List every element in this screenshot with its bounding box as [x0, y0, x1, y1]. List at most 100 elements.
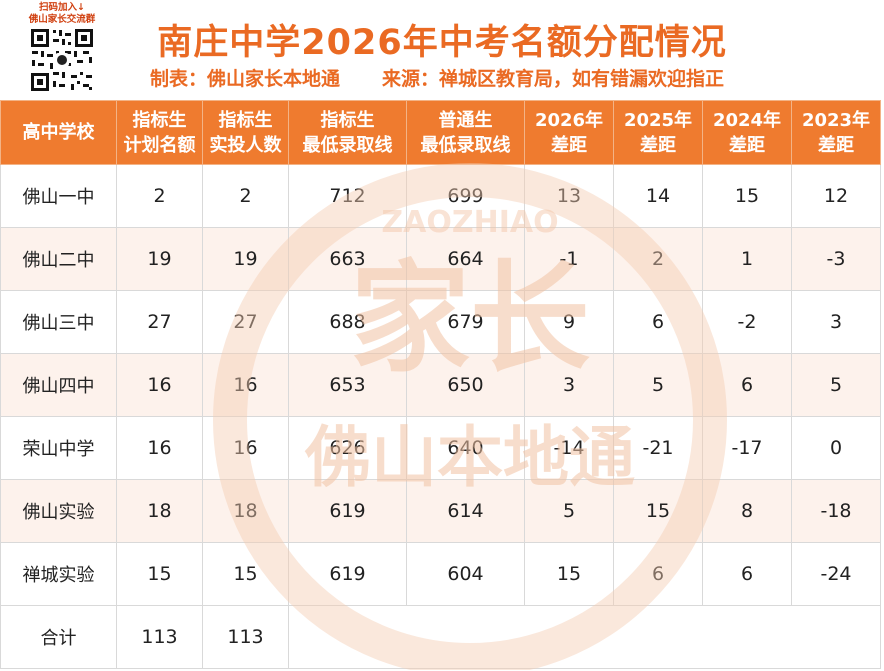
value-cell: 13: [524, 164, 614, 228]
total-plan-cell: 113: [116, 605, 203, 669]
total-actual-cell: 113: [202, 605, 289, 669]
subtitle-source: 来源：禅城区教育局，如有错漏欢迎指正: [382, 68, 725, 90]
table-body: 佛山一中 2 2 712 699 13 14 15 12 佛山二中 19 19 663 664 -1 2 1 -3…: [0, 164, 881, 669]
column-header-line1: 指标生: [320, 109, 375, 131]
value-cell: 699: [406, 164, 525, 228]
column-header-line2: 差距: [551, 134, 587, 156]
column-header-1: 指标生 计划名额: [116, 100, 203, 165]
column-header-line2: 差距: [818, 134, 854, 156]
column-header-line1: 指标生: [218, 109, 273, 131]
value-cell: 19: [202, 227, 289, 291]
table-header-row: 高中学校 指标生 计划名额 指标生 实投人数 指标生 最低录取线 普通生 最低录取线 2026年差…: [0, 100, 881, 165]
value-cell: 27: [116, 290, 203, 354]
table-row: 佛山二中 19 19 663 664 -1 2 1 -3: [0, 227, 881, 291]
column-header-line1: 高中学校: [22, 122, 95, 143]
total-empty-cell: [288, 605, 881, 669]
column-header-2: 指标生 实投人数: [202, 100, 289, 165]
value-cell: 16: [202, 416, 289, 480]
value-cell: 6: [613, 290, 703, 354]
column-header-line1: 2024年: [712, 109, 782, 131]
value-cell: 0: [791, 416, 881, 480]
value-cell: 16: [202, 353, 289, 417]
value-cell: 6: [613, 542, 703, 606]
value-cell: 614: [406, 479, 525, 543]
value-cell: 1: [702, 227, 792, 291]
page-title: 南庄中学2026年中考名额分配情况: [157, 23, 727, 63]
value-cell: 640: [406, 416, 525, 480]
value-cell: 619: [288, 479, 407, 543]
column-header-7: 2024年差距: [702, 100, 792, 165]
school-name-cell: 佛山一中: [0, 164, 117, 228]
table-row: 佛山一中 2 2 712 699 13 14 15 12: [0, 164, 881, 228]
total-label-cell: 合计: [0, 605, 117, 669]
value-cell: 663: [288, 227, 407, 291]
value-cell: 9: [524, 290, 614, 354]
column-header-line1: 2025年: [623, 109, 693, 131]
value-cell: 619: [288, 542, 407, 606]
page-header: 扫码加入↓ 佛山家长交流群 南庄中学2026年中考名额分配: [0, 0, 884, 100]
column-header-line2: 最低录取线: [420, 134, 511, 156]
column-header-line1: 指标生: [132, 109, 187, 131]
quota-table: 高中学校 指标生 计划名额 指标生 实投人数 指标生 最低录取线 普通生 最低录取线 2026年差…: [0, 100, 881, 669]
value-cell: 604: [406, 542, 525, 606]
school-name-cell: 禅城实验: [0, 542, 117, 606]
value-cell: 18: [116, 479, 203, 543]
column-header-line2: 实投人数: [209, 134, 282, 156]
value-cell: 15: [524, 542, 614, 606]
value-cell: 15: [116, 542, 203, 606]
value-cell: 688: [288, 290, 407, 354]
value-cell: 650: [406, 353, 525, 417]
column-header-line1: 普通生: [438, 109, 493, 131]
value-cell: 5: [524, 479, 614, 543]
column-header-5: 2026年差距: [524, 100, 614, 165]
qr-caption-line1: 扫码加入↓: [39, 2, 85, 13]
value-cell: 2: [116, 164, 203, 228]
value-cell: 664: [406, 227, 525, 291]
column-header-line2: 差距: [640, 134, 676, 156]
school-name-cell: 荣山中学: [0, 416, 117, 480]
column-header-4: 普通生 最低录取线: [406, 100, 525, 165]
value-cell: 2: [202, 164, 289, 228]
value-cell: 3: [791, 290, 881, 354]
school-name-cell: 佛山二中: [0, 227, 117, 291]
qr-code-icon[interactable]: [29, 27, 95, 93]
value-cell: 15: [702, 164, 792, 228]
value-cell: -24: [791, 542, 881, 606]
value-cell: 5: [613, 353, 703, 417]
total-row: 合计 113 113: [0, 605, 881, 669]
table-row: 佛山三中 27 27 688 679 9 6 -2 3: [0, 290, 881, 354]
value-cell: 15: [613, 479, 703, 543]
page-subtitle: 制表：佛山家长本地通 来源：禅城区教育局，如有错漏欢迎指正: [150, 64, 724, 91]
table-row: 佛山四中 16 16 653 650 3 5 6 5: [0, 353, 881, 417]
column-header-line1: 2023年: [801, 109, 871, 131]
value-cell: 679: [406, 290, 525, 354]
qr-code-block[interactable]: 扫码加入↓ 佛山家长交流群: [20, 2, 104, 98]
value-cell: 15: [202, 542, 289, 606]
qr-caption-line2: 佛山家长交流群: [28, 14, 96, 25]
value-cell: 27: [202, 290, 289, 354]
value-cell: -3: [791, 227, 881, 291]
column-header-6: 2025年差距: [613, 100, 703, 165]
table-row: 禅城实验 15 15 619 604 15 6 6 -24: [0, 542, 881, 606]
school-name-cell: 佛山四中: [0, 353, 117, 417]
column-header-line1: 2026年: [534, 109, 604, 131]
value-cell: -17: [702, 416, 792, 480]
value-cell: 16: [116, 353, 203, 417]
value-cell: 19: [116, 227, 203, 291]
value-cell: 5: [791, 353, 881, 417]
value-cell: 8: [702, 479, 792, 543]
value-cell: 626: [288, 416, 407, 480]
value-cell: 712: [288, 164, 407, 228]
column-header-line2: 差距: [729, 134, 765, 156]
value-cell: -14: [524, 416, 614, 480]
column-header-line2: 计划名额: [123, 134, 196, 156]
value-cell: -1: [524, 227, 614, 291]
column-header-line2: 最低录取线: [302, 134, 393, 156]
value-cell: 16: [116, 416, 203, 480]
value-cell: 14: [613, 164, 703, 228]
column-header-8: 2023年差距: [791, 100, 881, 165]
school-name-cell: 佛山三中: [0, 290, 117, 354]
value-cell: 653: [288, 353, 407, 417]
table-row: 佛山实验 18 18 619 614 5 15 8 -18: [0, 479, 881, 543]
value-cell: 6: [702, 542, 792, 606]
